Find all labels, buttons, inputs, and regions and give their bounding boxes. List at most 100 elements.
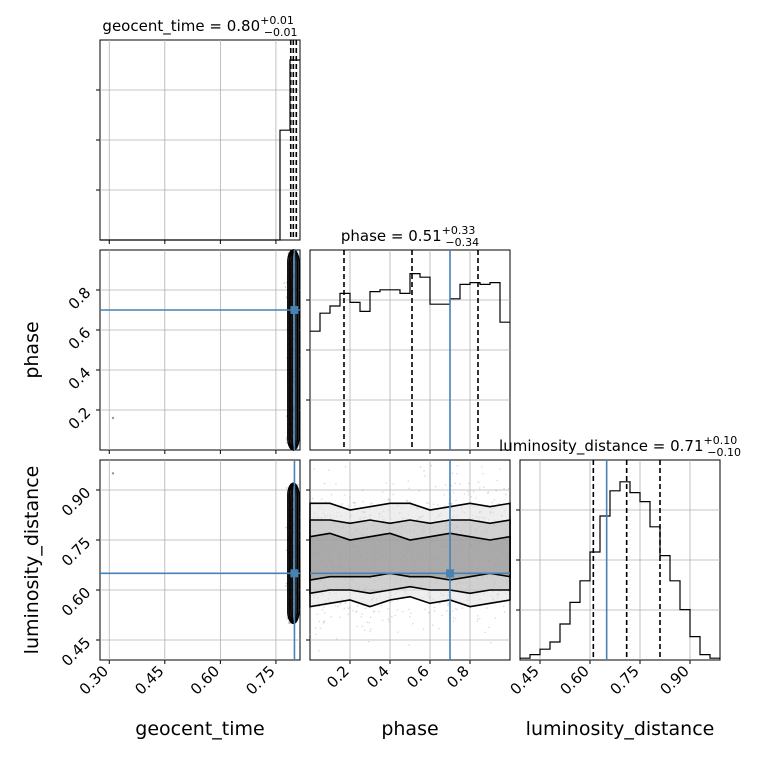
- sample-point: [340, 504, 342, 507]
- sample-point: [389, 499, 391, 502]
- title-phase: phase = 0.51+0.33 −0.34: [341, 224, 479, 249]
- sample-point: [335, 483, 337, 485]
- sample-point: [344, 465, 347, 468]
- sample-point: [470, 496, 472, 498]
- sample-point: [443, 494, 446, 496]
- sample-point: [364, 607, 367, 610]
- sample-point: [392, 483, 395, 486]
- sample-point: [356, 605, 359, 607]
- sample-point: [503, 611, 506, 613]
- sample-point: [285, 438, 288, 441]
- sample-point: [397, 631, 399, 633]
- title-param-name: geocent_time: [102, 17, 204, 36]
- sample-point: [361, 489, 364, 491]
- title-plus-error: +0.33: [442, 224, 476, 237]
- sample-point: [412, 622, 414, 625]
- sample-point: [285, 487, 288, 489]
- sample-point: [344, 602, 347, 604]
- sample-point: [408, 615, 411, 618]
- sample-point: [323, 620, 326, 623]
- sample-point: [286, 617, 289, 620]
- sample-point: [287, 621, 290, 624]
- sample-point: [477, 615, 479, 617]
- sample-point: [477, 481, 480, 483]
- sample-point: [335, 638, 338, 640]
- sample-point: [408, 644, 410, 646]
- sample-point: [369, 628, 372, 630]
- sample-point: [314, 627, 317, 629]
- sample-point: [284, 585, 287, 587]
- title-geocent_time: geocent_time = 0.80+0.01 −0.01: [102, 14, 297, 39]
- sample-point: [433, 610, 436, 612]
- truth-marker: [290, 306, 299, 314]
- sample-point: [354, 504, 356, 507]
- sample-point: [495, 489, 498, 492]
- sample-point: [320, 498, 323, 500]
- ylabel-phase: phase: [21, 321, 43, 378]
- xlabel-phase: phase: [381, 718, 438, 740]
- sample-point: [309, 633, 311, 636]
- sample-point: [447, 604, 449, 606]
- sample-point: [363, 629, 366, 632]
- sample-point: [444, 483, 447, 486]
- hist-step-geocent_time: [100, 59, 300, 241]
- hist-step-luminosity_distance: [520, 481, 720, 659]
- title-minus-error: −0.01: [264, 26, 298, 39]
- sample-point: [508, 488, 510, 490]
- sample-point: [315, 633, 317, 636]
- sample-point: [352, 609, 354, 612]
- sample-point: [494, 617, 496, 619]
- sample-point: [452, 610, 454, 612]
- sample-point: [406, 500, 409, 503]
- sample-point: [285, 526, 288, 529]
- sample-point: [491, 501, 494, 504]
- sample-point: [401, 610, 404, 613]
- sample-point: [408, 608, 410, 611]
- sample-point: [452, 617, 455, 619]
- sample-point: [355, 611, 357, 613]
- sample-point: [394, 614, 397, 617]
- axes-frame: [99, 459, 301, 661]
- sample-point: [341, 503, 344, 505]
- sample-point: [441, 614, 443, 617]
- sample-point: [498, 502, 501, 505]
- panel-phase-vs-geocent_time: [99, 249, 301, 451]
- sample-point: [461, 607, 464, 609]
- sample-point: [493, 499, 496, 501]
- sample-point: [369, 630, 371, 633]
- truth-marker: [290, 569, 299, 578]
- sample-point: [391, 615, 393, 618]
- sample-point: [367, 640, 370, 643]
- sample-point: [418, 490, 421, 492]
- sample-point: [347, 505, 350, 507]
- sample-point: [371, 502, 373, 505]
- sample-point: [447, 602, 449, 605]
- sample-point: [361, 625, 364, 628]
- sample-point: [456, 465, 458, 467]
- sample-point: [487, 491, 490, 494]
- contour-level: [287, 249, 300, 451]
- title-minus-error: −0.34: [445, 236, 479, 249]
- sample-point: [385, 482, 387, 484]
- sample-point: [454, 617, 457, 620]
- sample-point: [349, 496, 351, 499]
- sample-point: [455, 499, 457, 502]
- title-param-name: luminosity_distance: [499, 437, 648, 456]
- sample-point: [361, 613, 363, 615]
- sample-point: [405, 499, 408, 502]
- sample-point: [498, 468, 501, 470]
- sample-point: [297, 483, 299, 486]
- sample-point: [476, 618, 479, 620]
- sample-point: [434, 485, 437, 488]
- title-luminosity_distance: luminosity_distance = 0.71+0.10 −0.10: [499, 434, 741, 459]
- sample-point: [285, 441, 288, 444]
- title-equals: =: [648, 437, 670, 455]
- sample-point: [111, 416, 115, 420]
- sample-point: [347, 607, 349, 609]
- sample-point: [349, 607, 351, 609]
- title-minus-error: −0.10: [707, 446, 741, 459]
- sample-point: [486, 607, 488, 609]
- sample-point: [454, 482, 457, 485]
- sample-point: [373, 611, 375, 613]
- title-median: 0.71: [670, 437, 703, 455]
